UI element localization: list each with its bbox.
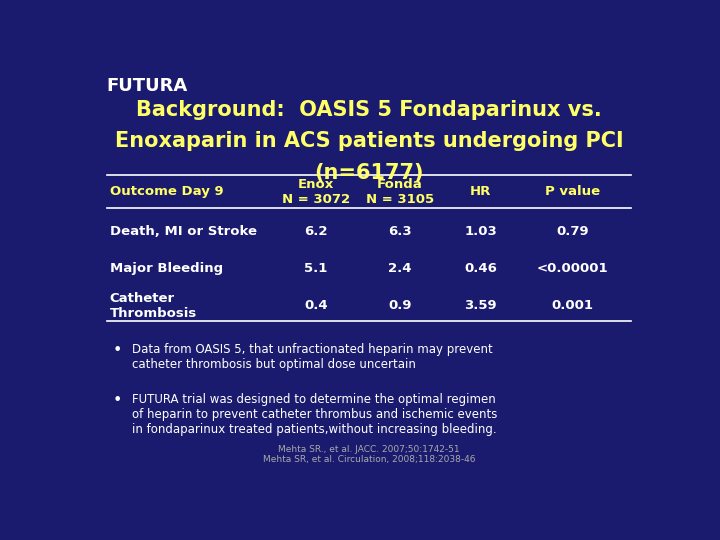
- Text: Outcome Day 9: Outcome Day 9: [109, 185, 223, 198]
- Text: (n=6177): (n=6177): [314, 163, 424, 183]
- Text: •: •: [112, 343, 122, 359]
- Text: Data from OASIS 5, that unfractionated heparin may prevent
catheter thrombosis b: Data from OASIS 5, that unfractionated h…: [132, 343, 492, 372]
- Text: HR: HR: [470, 185, 491, 198]
- Text: 3.59: 3.59: [464, 300, 497, 313]
- Text: Enox
N = 3072: Enox N = 3072: [282, 178, 350, 206]
- Text: Catheter
Thrombosis: Catheter Thrombosis: [109, 292, 197, 320]
- Text: P value: P value: [545, 185, 600, 198]
- Text: 5.1: 5.1: [305, 262, 328, 275]
- Text: 1.03: 1.03: [464, 225, 497, 238]
- Text: 0.46: 0.46: [464, 262, 497, 275]
- Text: <0.00001: <0.00001: [537, 262, 608, 275]
- Text: Fonda
N = 3105: Fonda N = 3105: [366, 178, 433, 206]
- Text: 6.3: 6.3: [388, 225, 412, 238]
- Text: Death, MI or Stroke: Death, MI or Stroke: [109, 225, 256, 238]
- Text: Mehta SR., et al. JACC. 2007;50:1742-51: Mehta SR., et al. JACC. 2007;50:1742-51: [278, 444, 460, 454]
- Text: 0.79: 0.79: [557, 225, 589, 238]
- Text: 0.9: 0.9: [388, 300, 411, 313]
- Text: 0.4: 0.4: [304, 300, 328, 313]
- Text: 0.001: 0.001: [552, 300, 594, 313]
- Text: FUTURA trial was designed to determine the optimal regimen
of heparin to prevent: FUTURA trial was designed to determine t…: [132, 393, 498, 436]
- Text: Enoxaparin in ACS patients undergoing PCI: Enoxaparin in ACS patients undergoing PC…: [114, 131, 624, 151]
- Text: •: •: [112, 393, 122, 408]
- Text: Mehta SR, et al. Circulation, 2008;118:2038-46: Mehta SR, et al. Circulation, 2008;118:2…: [263, 455, 475, 464]
- Text: Background:  OASIS 5 Fondaparinux vs.: Background: OASIS 5 Fondaparinux vs.: [136, 100, 602, 120]
- Text: Major Bleeding: Major Bleeding: [109, 262, 222, 275]
- Text: FUTURA: FUTURA: [107, 77, 188, 95]
- Text: 6.2: 6.2: [305, 225, 328, 238]
- Text: 2.4: 2.4: [388, 262, 411, 275]
